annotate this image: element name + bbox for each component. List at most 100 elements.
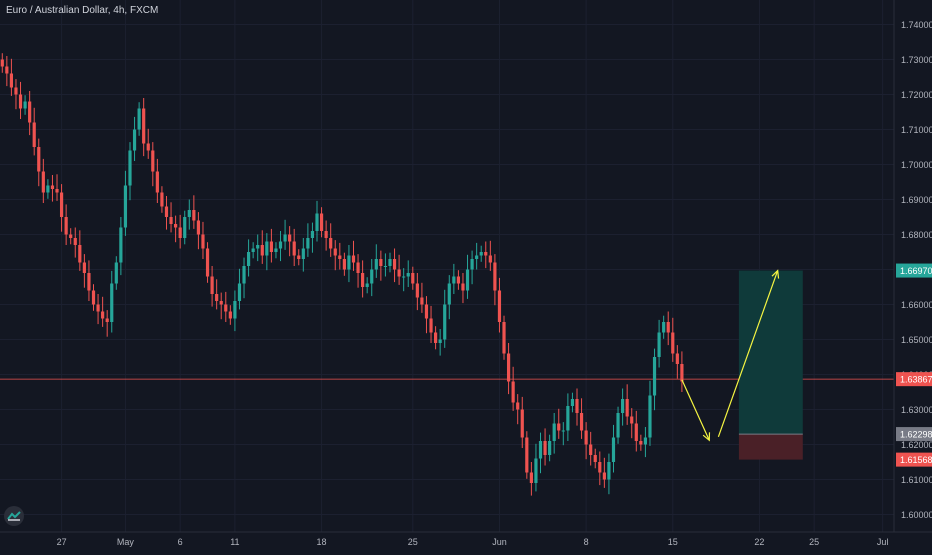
candle-body xyxy=(151,150,155,172)
candle-body xyxy=(233,301,237,319)
candle-body xyxy=(643,437,648,445)
candle xyxy=(301,238,305,272)
candle xyxy=(374,244,378,278)
candle-body xyxy=(648,395,652,438)
candle-body xyxy=(652,357,657,396)
candle xyxy=(59,184,64,232)
candle-body xyxy=(666,322,670,333)
candle xyxy=(237,268,242,310)
candle-body xyxy=(123,185,128,228)
candle-body xyxy=(246,252,251,266)
candle xyxy=(196,212,201,250)
candle xyxy=(529,462,533,496)
candle-body xyxy=(493,262,497,291)
candle xyxy=(41,158,45,203)
candle xyxy=(73,227,77,258)
candle xyxy=(174,215,178,243)
x-tick-label: May xyxy=(117,537,135,547)
candle-body xyxy=(511,381,515,403)
candle-body xyxy=(110,283,114,322)
candle-body xyxy=(557,423,561,431)
candle xyxy=(584,422,588,460)
candle xyxy=(356,254,360,288)
candle xyxy=(123,170,128,236)
candle xyxy=(520,396,524,448)
candle-body xyxy=(566,406,570,431)
candle xyxy=(251,242,255,259)
candle-body xyxy=(292,241,296,256)
price-label-text: 1.66970 xyxy=(900,266,932,276)
candle-body xyxy=(105,318,109,322)
candle-body xyxy=(187,210,191,217)
candle xyxy=(420,282,424,313)
candle xyxy=(101,296,105,327)
candle xyxy=(347,245,351,283)
candle-body xyxy=(579,413,584,431)
candle-body xyxy=(361,273,365,287)
candle-body xyxy=(14,87,18,95)
candle xyxy=(438,329,442,356)
candle-body xyxy=(379,259,383,266)
candle-body xyxy=(0,59,4,67)
candle-body xyxy=(543,441,547,455)
candle-body xyxy=(479,252,483,256)
candle-body xyxy=(525,437,529,473)
candle xyxy=(233,290,237,332)
candle-body xyxy=(621,399,625,413)
candle xyxy=(96,294,100,325)
candle xyxy=(69,228,73,245)
candle-body xyxy=(82,262,86,273)
candle-body xyxy=(502,322,506,354)
candle xyxy=(452,263,456,294)
candle-body xyxy=(465,269,470,291)
candle-body xyxy=(488,255,492,263)
y-tick-label: 1.70000 xyxy=(901,160,932,170)
candle-body xyxy=(356,262,360,273)
y-tick-label: 1.60000 xyxy=(901,510,932,520)
candle xyxy=(219,292,223,320)
candle xyxy=(242,257,246,299)
candle-body xyxy=(497,290,502,322)
candle xyxy=(315,200,319,242)
candle-body xyxy=(137,108,141,130)
candle-body xyxy=(383,266,388,267)
candle-body xyxy=(671,332,675,354)
price-label-text: 1.63867 xyxy=(900,375,932,385)
candle-body xyxy=(9,73,13,88)
x-tick-label: 18 xyxy=(317,537,327,547)
candle-body xyxy=(575,399,579,413)
candle xyxy=(338,242,342,270)
candle-body xyxy=(306,238,310,249)
candle-body xyxy=(251,248,255,252)
candle xyxy=(256,234,260,262)
candle-body xyxy=(46,185,50,193)
candle xyxy=(406,260,410,287)
candle xyxy=(506,343,511,395)
candle-body xyxy=(630,416,634,424)
x-tick-label: 25 xyxy=(809,537,819,547)
candle-body xyxy=(506,353,511,382)
candle xyxy=(525,431,529,479)
stop-zone xyxy=(738,434,803,460)
candle-body xyxy=(639,441,643,445)
candle xyxy=(570,392,575,413)
candle-body xyxy=(520,409,524,438)
tradingview-logo-icon[interactable] xyxy=(4,506,24,526)
time-scale[interactable]: 27 May 6 11 18 25 Jun 8 15 22 25 Jul xyxy=(57,537,889,547)
candle xyxy=(497,277,502,333)
candle xyxy=(310,222,315,253)
candle xyxy=(265,233,269,271)
candle-body xyxy=(319,213,324,231)
candle-body xyxy=(59,192,64,217)
candle xyxy=(415,273,419,311)
candle xyxy=(575,388,579,426)
candle xyxy=(625,384,629,425)
candle xyxy=(329,223,333,257)
candle-body xyxy=(388,259,392,266)
candle xyxy=(561,422,565,446)
candle-body xyxy=(310,231,315,238)
candle-body xyxy=(634,423,638,441)
candle xyxy=(447,275,451,320)
